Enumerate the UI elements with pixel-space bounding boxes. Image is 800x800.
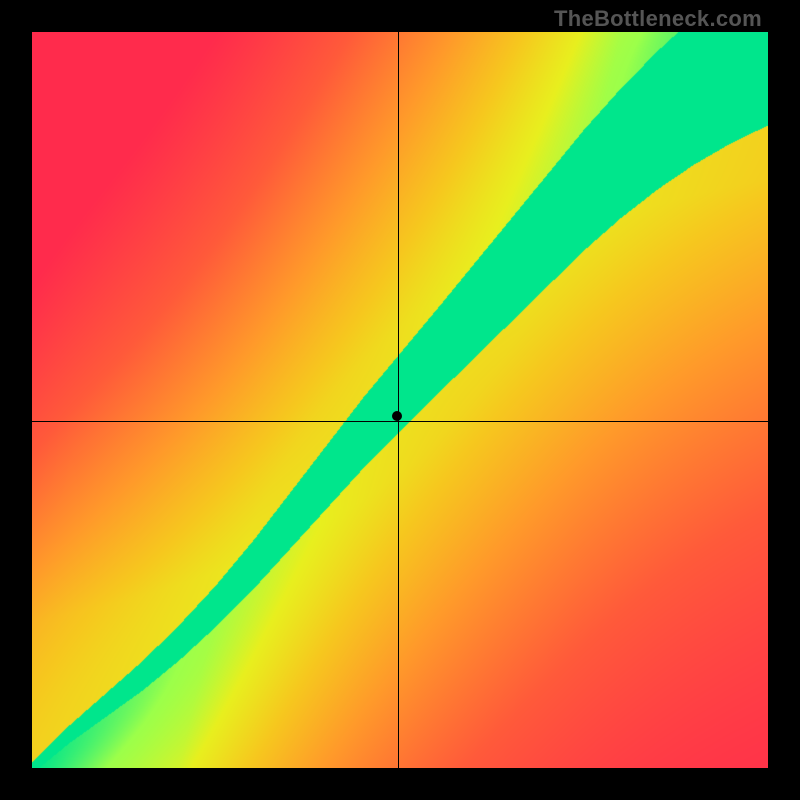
heatmap-canvas [32,32,768,768]
marker-dot [392,411,402,421]
watermark-text: TheBottleneck.com [554,6,762,32]
crosshair-horizontal [32,421,768,422]
heatmap-chart [32,32,768,768]
crosshair-vertical [398,32,399,768]
